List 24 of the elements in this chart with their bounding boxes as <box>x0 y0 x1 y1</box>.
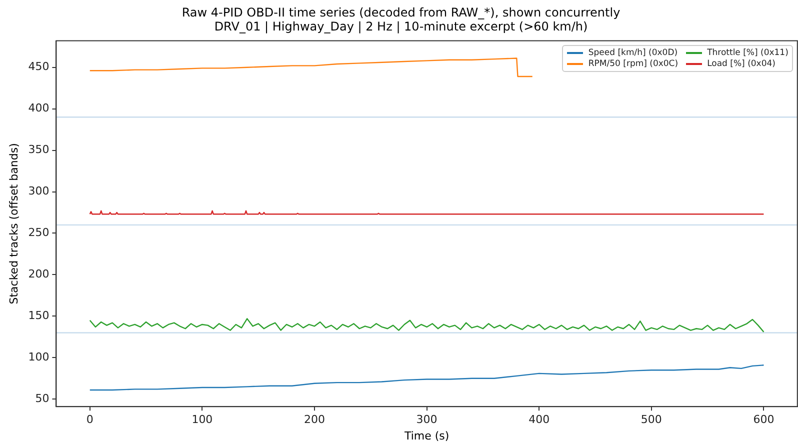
y-tick-label: 250 <box>28 226 50 240</box>
y-tick-label: 350 <box>28 143 50 156</box>
x-tick-label: 300 <box>416 413 438 426</box>
x-axis-title: Time (s) <box>403 429 450 442</box>
legend-label: Speed [km/h] (0x0D) <box>588 48 678 58</box>
x-tick-label: 600 <box>753 413 774 426</box>
x-tick-label: 400 <box>528 413 550 426</box>
chart-title: Raw 4-PID OBD-II time series (decoded from RAW_*), shown concurrently <box>182 5 620 20</box>
y-tick-label: 300 <box>28 184 50 198</box>
y-tick-label: 450 <box>28 60 50 74</box>
legend-label: Load [%] (0x04) <box>707 58 776 69</box>
y-tick-label: 100 <box>28 350 50 364</box>
y-tick-label: 400 <box>28 102 50 115</box>
y-axis-title: Stacked tracks (offset bands) <box>7 143 20 304</box>
x-tick-label: 100 <box>192 413 213 426</box>
x-tick-label: 0 <box>86 413 94 426</box>
x-tick-label: 200 <box>304 413 325 426</box>
y-tick-label: 50 <box>35 392 50 405</box>
y-tick-label: 200 <box>28 268 50 281</box>
x-tick-label: 500 <box>640 413 662 426</box>
legend-label: RPM/50 [rpm] (0x0C) <box>588 58 678 69</box>
y-tick-label: 150 <box>28 309 50 322</box>
chart-subtitle: DRV_01 | Highway_Day | 2 Hz | 10-minute excerpt (>60 km/h) <box>214 20 588 34</box>
legend-label: Throttle [%] (0x11) <box>707 48 788 58</box>
